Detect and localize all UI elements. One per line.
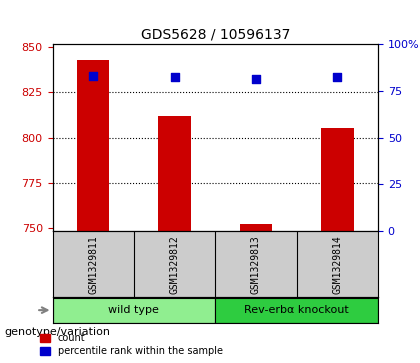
Text: GSM1329813: GSM1329813 [251, 235, 261, 294]
Point [90, 73, 97, 78]
Text: GSM1329812: GSM1329812 [170, 235, 180, 294]
Bar [321, 129, 354, 232]
Bar [240, 224, 272, 232]
Title: GDS5628 / 10596137: GDS5628 / 10596137 [141, 27, 290, 41]
Text: Rev-erbα knockout: Rev-erbα knockout [244, 305, 349, 315]
Bar [158, 116, 191, 232]
FancyBboxPatch shape [52, 298, 215, 323]
Point [252, 76, 259, 82]
Point [334, 74, 341, 80]
Legend: count, percentile rank within the sample: count, percentile rank within the sample [39, 331, 225, 358]
Text: GSM1329811: GSM1329811 [88, 235, 98, 294]
Point [171, 74, 178, 80]
Bar [77, 60, 110, 232]
FancyBboxPatch shape [215, 298, 378, 323]
Text: wild type: wild type [108, 305, 159, 315]
Text: genotype/variation: genotype/variation [4, 327, 110, 337]
Text: GSM1329814: GSM1329814 [332, 235, 342, 294]
